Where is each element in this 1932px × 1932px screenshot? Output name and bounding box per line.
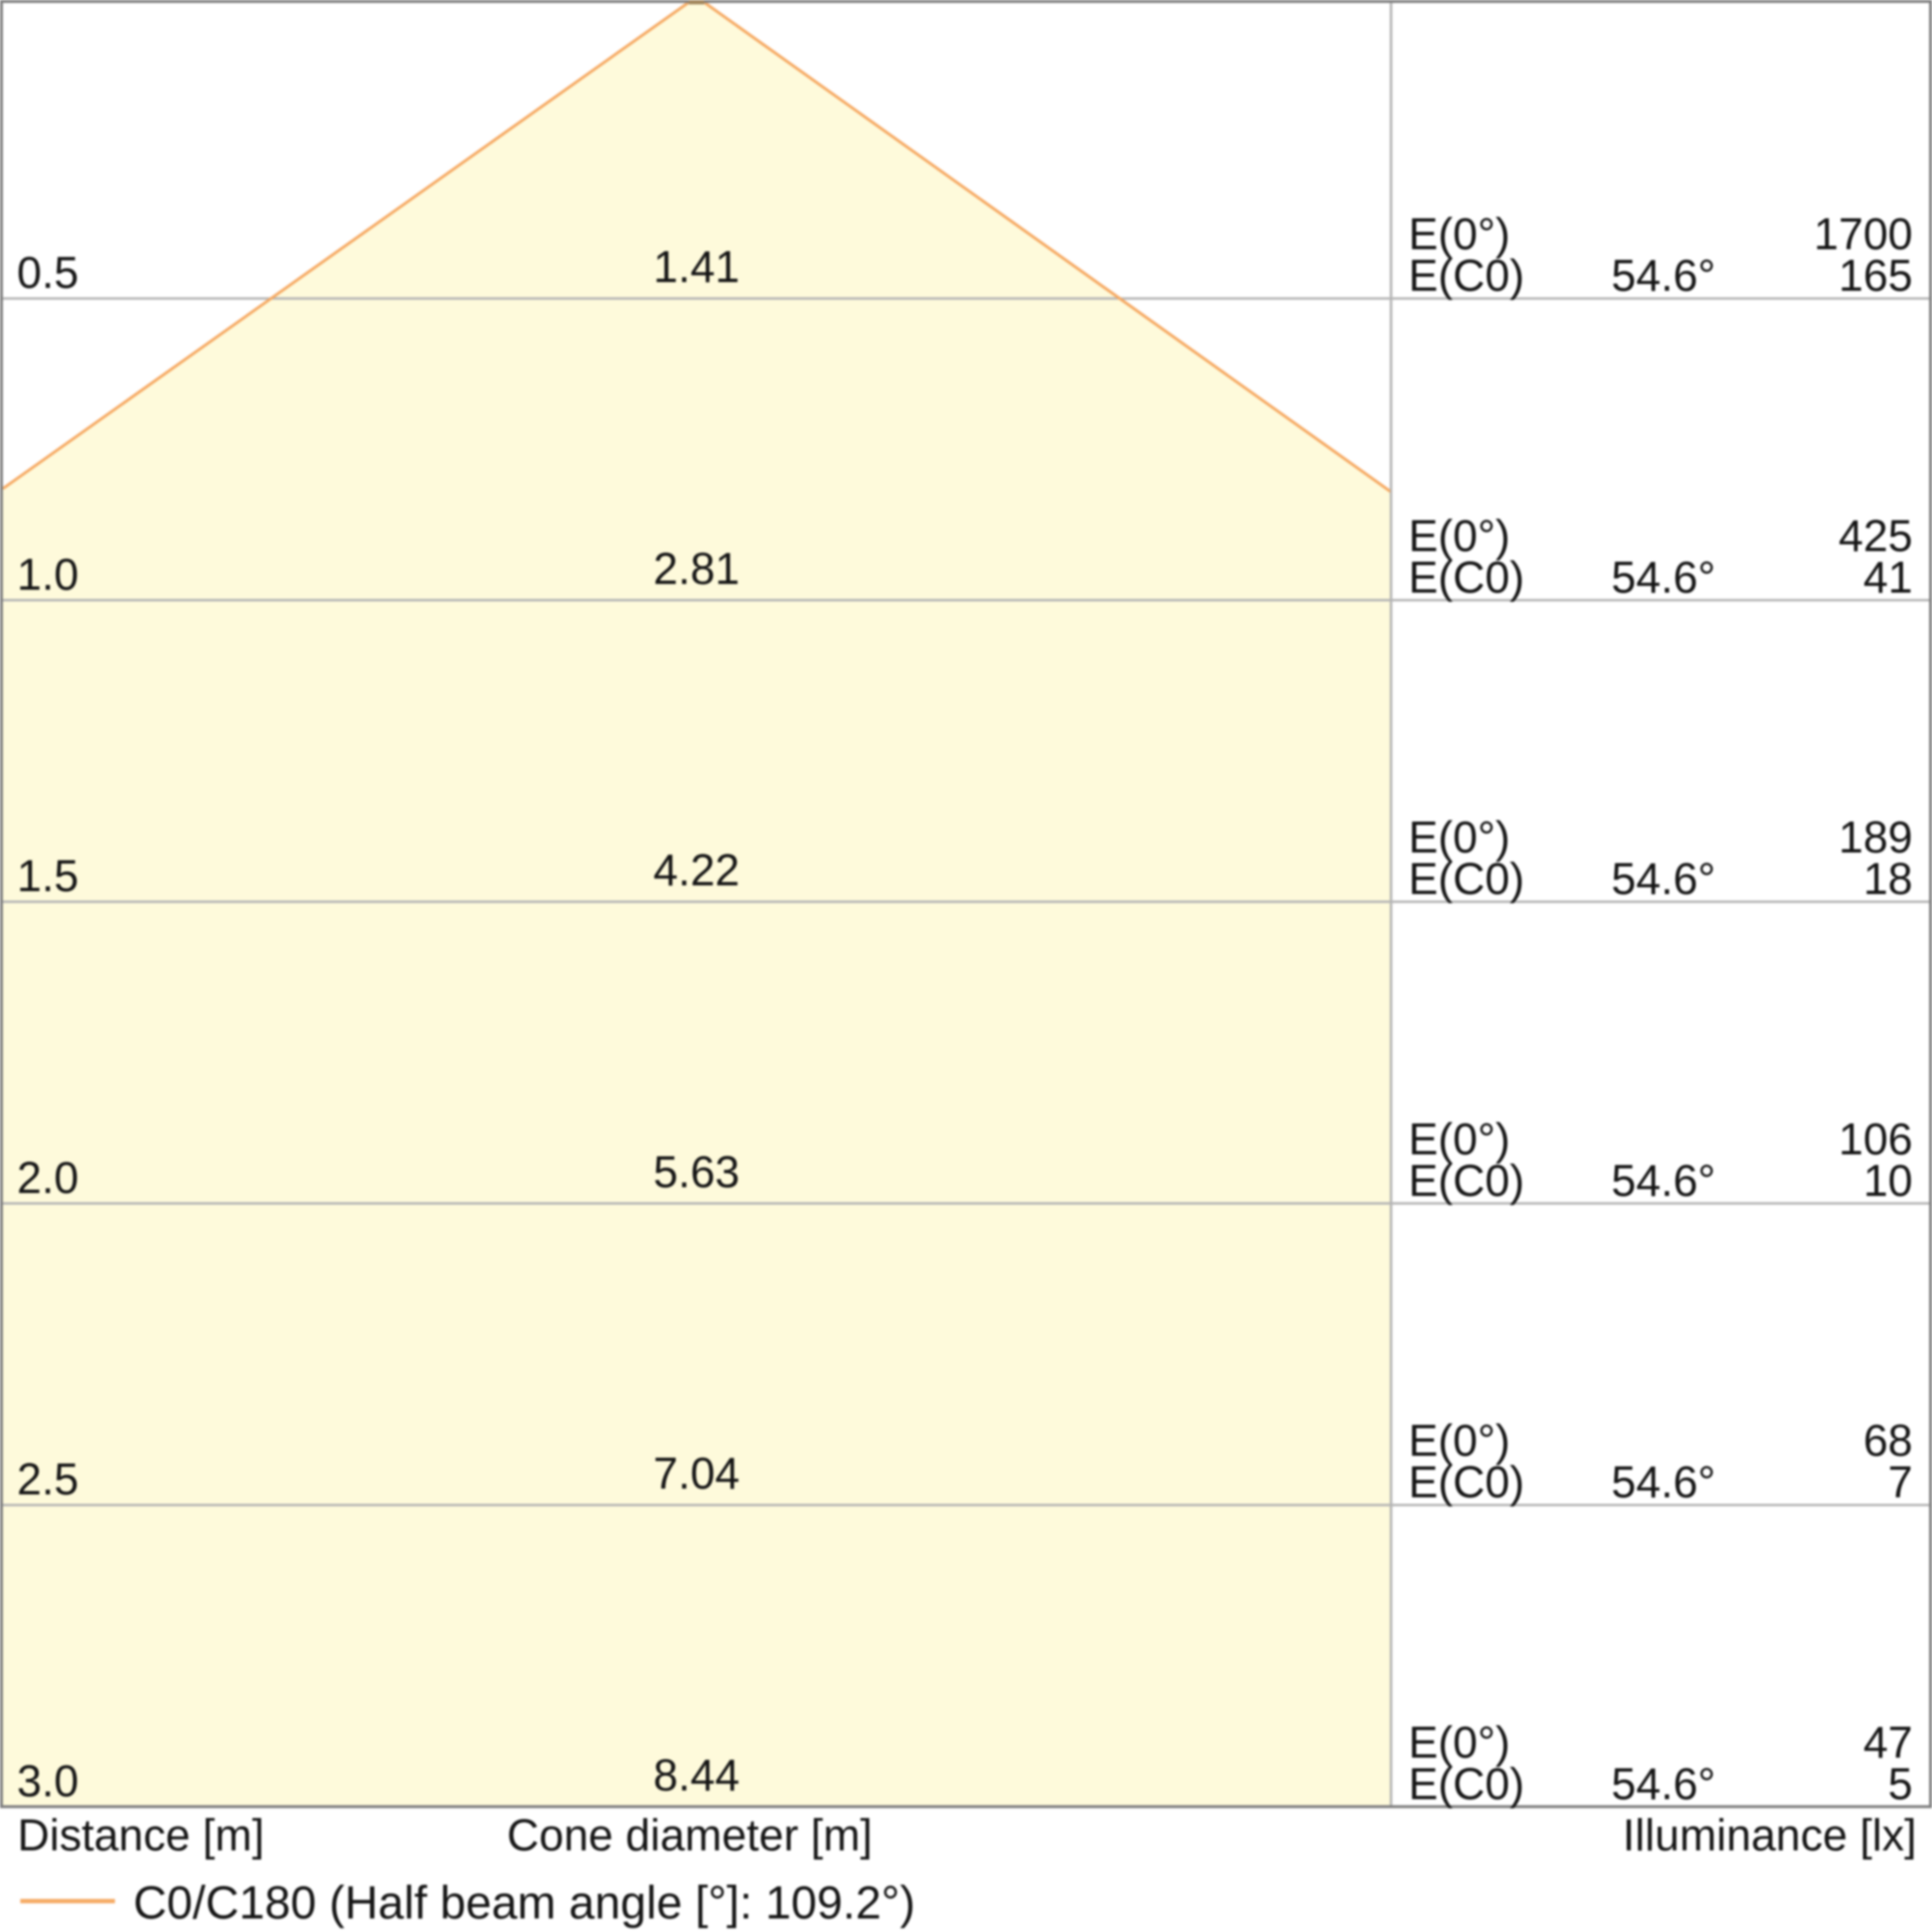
svg-text:4.22: 4.22 [653, 845, 740, 895]
svg-text:425: 425 [1838, 510, 1913, 560]
svg-text:165: 165 [1838, 250, 1913, 300]
svg-text:E(C0): E(C0) [1408, 1155, 1524, 1206]
svg-text:E(C0): E(C0) [1408, 552, 1524, 602]
svg-text:7: 7 [1888, 1457, 1913, 1507]
svg-text:E(C0): E(C0) [1408, 854, 1524, 904]
svg-text:54.6°: 54.6° [1611, 250, 1716, 300]
svg-text:54.6°: 54.6° [1611, 854, 1716, 904]
svg-text:54.6°: 54.6° [1611, 1758, 1716, 1808]
svg-text:Distance [m]: Distance [m] [17, 1810, 265, 1861]
svg-text:2.81: 2.81 [653, 543, 740, 593]
svg-text:E(0°): E(0°) [1408, 1114, 1510, 1164]
svg-text:2.0: 2.0 [17, 1152, 79, 1203]
svg-text:10: 10 [1863, 1155, 1913, 1206]
svg-text:E(C0): E(C0) [1408, 1758, 1524, 1808]
svg-text:5.63: 5.63 [653, 1147, 740, 1197]
svg-text:E(0°): E(0°) [1408, 812, 1510, 863]
svg-text:0.5: 0.5 [17, 247, 79, 298]
svg-text:8.44: 8.44 [653, 1749, 740, 1800]
svg-text:3.0: 3.0 [17, 1755, 79, 1805]
svg-text:E(0°): E(0°) [1408, 1415, 1510, 1465]
svg-text:41: 41 [1863, 552, 1913, 602]
svg-text:7.04: 7.04 [653, 1448, 740, 1498]
svg-text:E(C0): E(C0) [1408, 250, 1524, 300]
svg-text:2.5: 2.5 [17, 1454, 79, 1504]
svg-text:E(0°): E(0°) [1408, 510, 1510, 560]
svg-text:54.6°: 54.6° [1611, 552, 1716, 602]
svg-text:47: 47 [1863, 1717, 1913, 1767]
svg-text:106: 106 [1838, 1114, 1913, 1164]
svg-text:68: 68 [1863, 1415, 1913, 1465]
svg-text:1700: 1700 [1814, 209, 1913, 259]
svg-text:189: 189 [1838, 812, 1913, 863]
svg-text:E(C0): E(C0) [1408, 1457, 1524, 1507]
svg-text:54.6°: 54.6° [1611, 1457, 1716, 1507]
svg-text:1.0: 1.0 [17, 549, 79, 599]
svg-text:5: 5 [1888, 1758, 1913, 1808]
svg-text:E(0°): E(0°) [1408, 1717, 1510, 1767]
svg-text:E(0°): E(0°) [1408, 209, 1510, 259]
svg-text:C0/C180 (Half beam angle [°]:: C0/C180 (Half beam angle [°]: 109.2°) [133, 1878, 915, 1929]
svg-text:Cone diameter [m]: Cone diameter [m] [507, 1810, 872, 1861]
svg-text:1.5: 1.5 [17, 851, 79, 901]
svg-text:Illuminance [lx]: Illuminance [lx] [1623, 1810, 1917, 1861]
svg-text:18: 18 [1863, 854, 1913, 904]
svg-text:1.41: 1.41 [653, 242, 740, 292]
svg-text:54.6°: 54.6° [1611, 1155, 1716, 1206]
